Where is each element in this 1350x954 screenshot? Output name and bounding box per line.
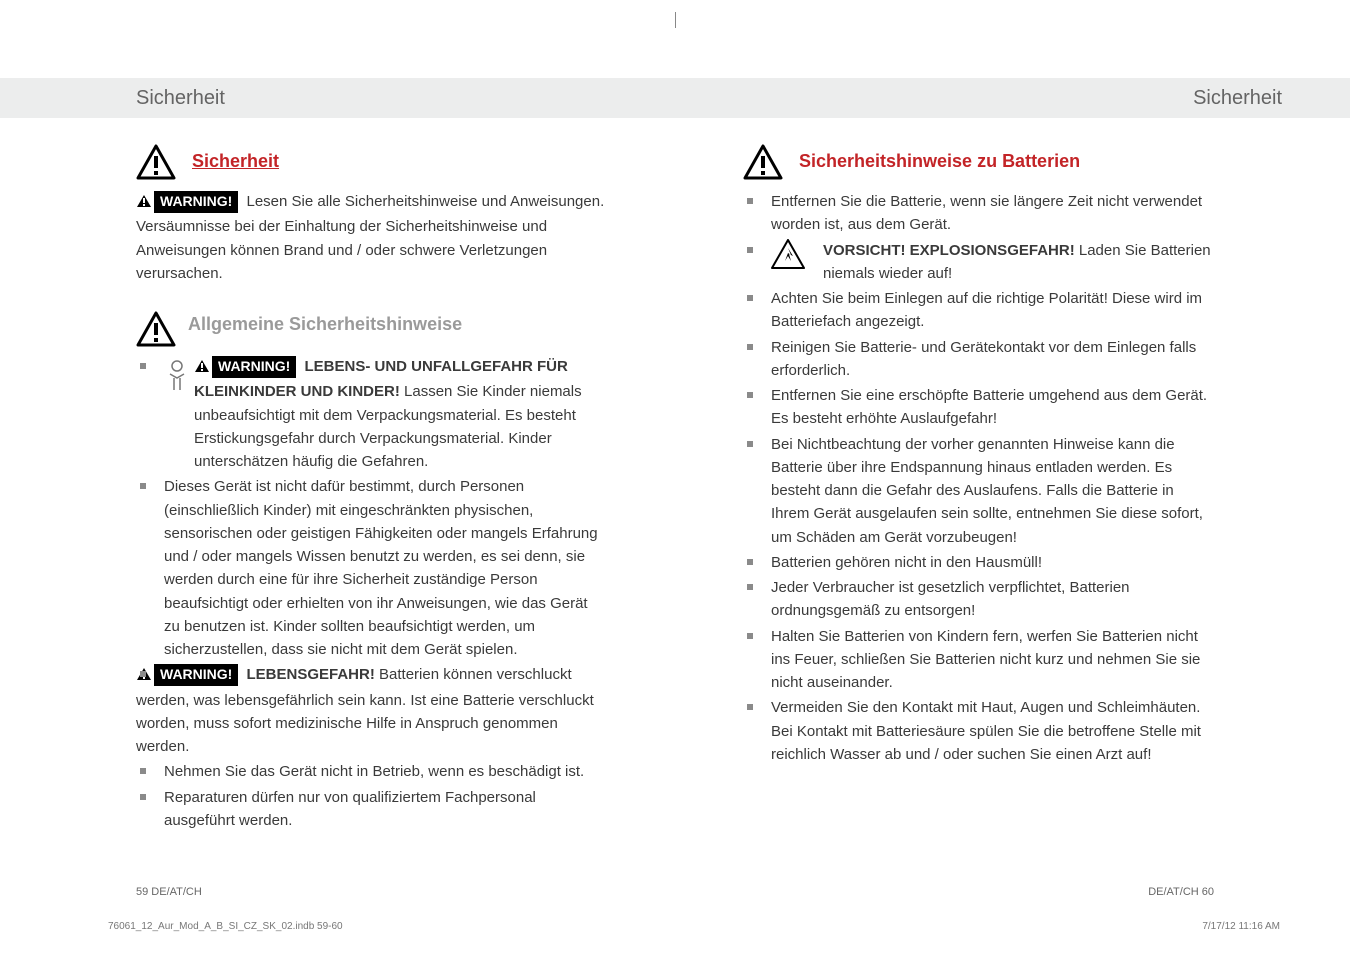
page-left: Sicherheit WARNING! Lesen Sie alle Siche…	[0, 0, 675, 954]
page-right: Sicherheitshinweise zu Batterien Entfern…	[675, 0, 1350, 954]
warning-label: WARNING!	[154, 191, 238, 213]
explosion-hazard-icon	[771, 239, 805, 276]
section-heading-row: Sicherheitshinweise zu Batterien	[743, 144, 1214, 180]
section-heading-row: Sicherheit	[136, 144, 607, 180]
list-item-text: Halten Sie Batterien von Kindern fern, w…	[771, 628, 1200, 692]
list-item-bold: LEBENSGEFAHR!	[242, 666, 375, 683]
list-item-text: Entfernen Sie die Batterie, wenn sie län…	[771, 193, 1202, 233]
list-item-text: Nehmen Sie das Gerät nicht in Betrieb, w…	[164, 763, 584, 780]
list-item: Bei Nichtbeachtung der vorher genannten …	[743, 433, 1214, 549]
document-timestamp: 7/17/12 11:16 AM	[1202, 921, 1280, 932]
list-item-text: Jeder Verbraucher ist gesetzlich verpfli…	[771, 579, 1130, 619]
list-item-text: Vermeiden Sie den Kontakt mit Haut, Auge…	[771, 699, 1201, 763]
section-title: Sicherheitshinweise zu Batterien	[799, 148, 1080, 176]
subsection-title: Allgemeine Sicherheitshinweise	[188, 311, 462, 339]
section-title: Sicherheit	[192, 148, 279, 176]
warning-triangle-icon	[136, 311, 176, 347]
warning-triangle-small-icon	[136, 665, 152, 688]
list-item-text: Reparaturen dürfen nur von qualifizierte…	[164, 789, 536, 829]
list-item-text: Reinigen Sie Batterie- und Gerätekontakt…	[771, 339, 1196, 379]
list-item: Dieses Gerät ist nicht dafür bestimmt, d…	[136, 475, 607, 661]
list-item: Halten Sie Batterien von Kindern fern, w…	[743, 625, 1214, 695]
subsection-heading-row: Allgemeine Sicherheitshinweise	[136, 311, 607, 347]
warning-triangle-icon	[136, 144, 176, 180]
warning-label: WARNING!	[212, 356, 296, 378]
child-hazard-icon	[164, 358, 190, 399]
list-item: VORSICHT! EXPLOSIONSGEFAHR! Laden Sie Ba…	[743, 239, 1214, 286]
list-item: WARNING! LEBENS- UND UNFALLGEFAHR FÜR KL…	[136, 355, 607, 473]
list-item: Achten Sie beim Einlegen auf die richtig…	[743, 287, 1214, 334]
document-filename: 76061_12_Aur_Mod_A_B_SI_CZ_SK_02.indb 59…	[108, 921, 343, 932]
list-item: Vermeiden Sie den Kontakt mit Haut, Auge…	[743, 696, 1214, 766]
list-item: Entfernen Sie eine erschöpfte Batterie u…	[743, 384, 1214, 431]
battery-list: Entfernen Sie die Batterie, wenn sie län…	[743, 190, 1214, 766]
list-item: Nehmen Sie das Gerät nicht in Betrieb, w…	[136, 760, 607, 783]
list-item-text: Entfernen Sie eine erschöpfte Batterie u…	[771, 387, 1207, 427]
list-item-text: Batterien gehören nicht in den Hausmüll!	[771, 554, 1042, 571]
warning-triangle-small-icon	[136, 192, 152, 215]
list-item-text: Bei Nichtbeachtung der vorher genannten …	[771, 436, 1203, 546]
warning-triangle-icon	[743, 144, 783, 180]
list-item-text: Achten Sie beim Einlegen auf die richtig…	[771, 290, 1202, 330]
list-item: Reparaturen dürfen nur von qualifizierte…	[136, 786, 607, 833]
list-item: Reinigen Sie Batterie- und Gerätekontakt…	[743, 336, 1214, 383]
page-spread: Sicherheit WARNING! Lesen Sie alle Siche…	[0, 0, 1350, 954]
warning-label: WARNING!	[154, 664, 238, 686]
left-content: Sicherheit WARNING! Lesen Sie alle Siche…	[136, 144, 607, 834]
list-item-text: Dieses Gerät ist nicht dafür bestimmt, d…	[164, 478, 598, 658]
page-number-right: DE/AT/CH 60	[1148, 886, 1214, 898]
intro-paragraph: WARNING! Lesen Sie alle Sicherheitshinwe…	[136, 190, 607, 285]
list-item: Entfernen Sie die Batterie, wenn sie län…	[743, 190, 1214, 237]
list-item: Batterien gehören nicht in den Hausmüll!	[743, 551, 1214, 574]
list-item-bold: VORSICHT! EXPLOSIONSGEFAHR!	[823, 242, 1075, 259]
safety-list: WARNING! LEBENS- UND UNFALLGEFAHR FÜR KL…	[136, 355, 607, 832]
right-content: Sicherheitshinweise zu Batterien Entfern…	[743, 144, 1214, 768]
list-item: Jeder Verbraucher ist gesetzlich verpfli…	[743, 576, 1214, 623]
list-item: WARNING! LEBENSGEFAHR! Batterien können …	[136, 663, 607, 758]
warning-triangle-small-icon	[194, 357, 210, 380]
page-number-left: 59 DE/AT/CH	[136, 886, 202, 898]
